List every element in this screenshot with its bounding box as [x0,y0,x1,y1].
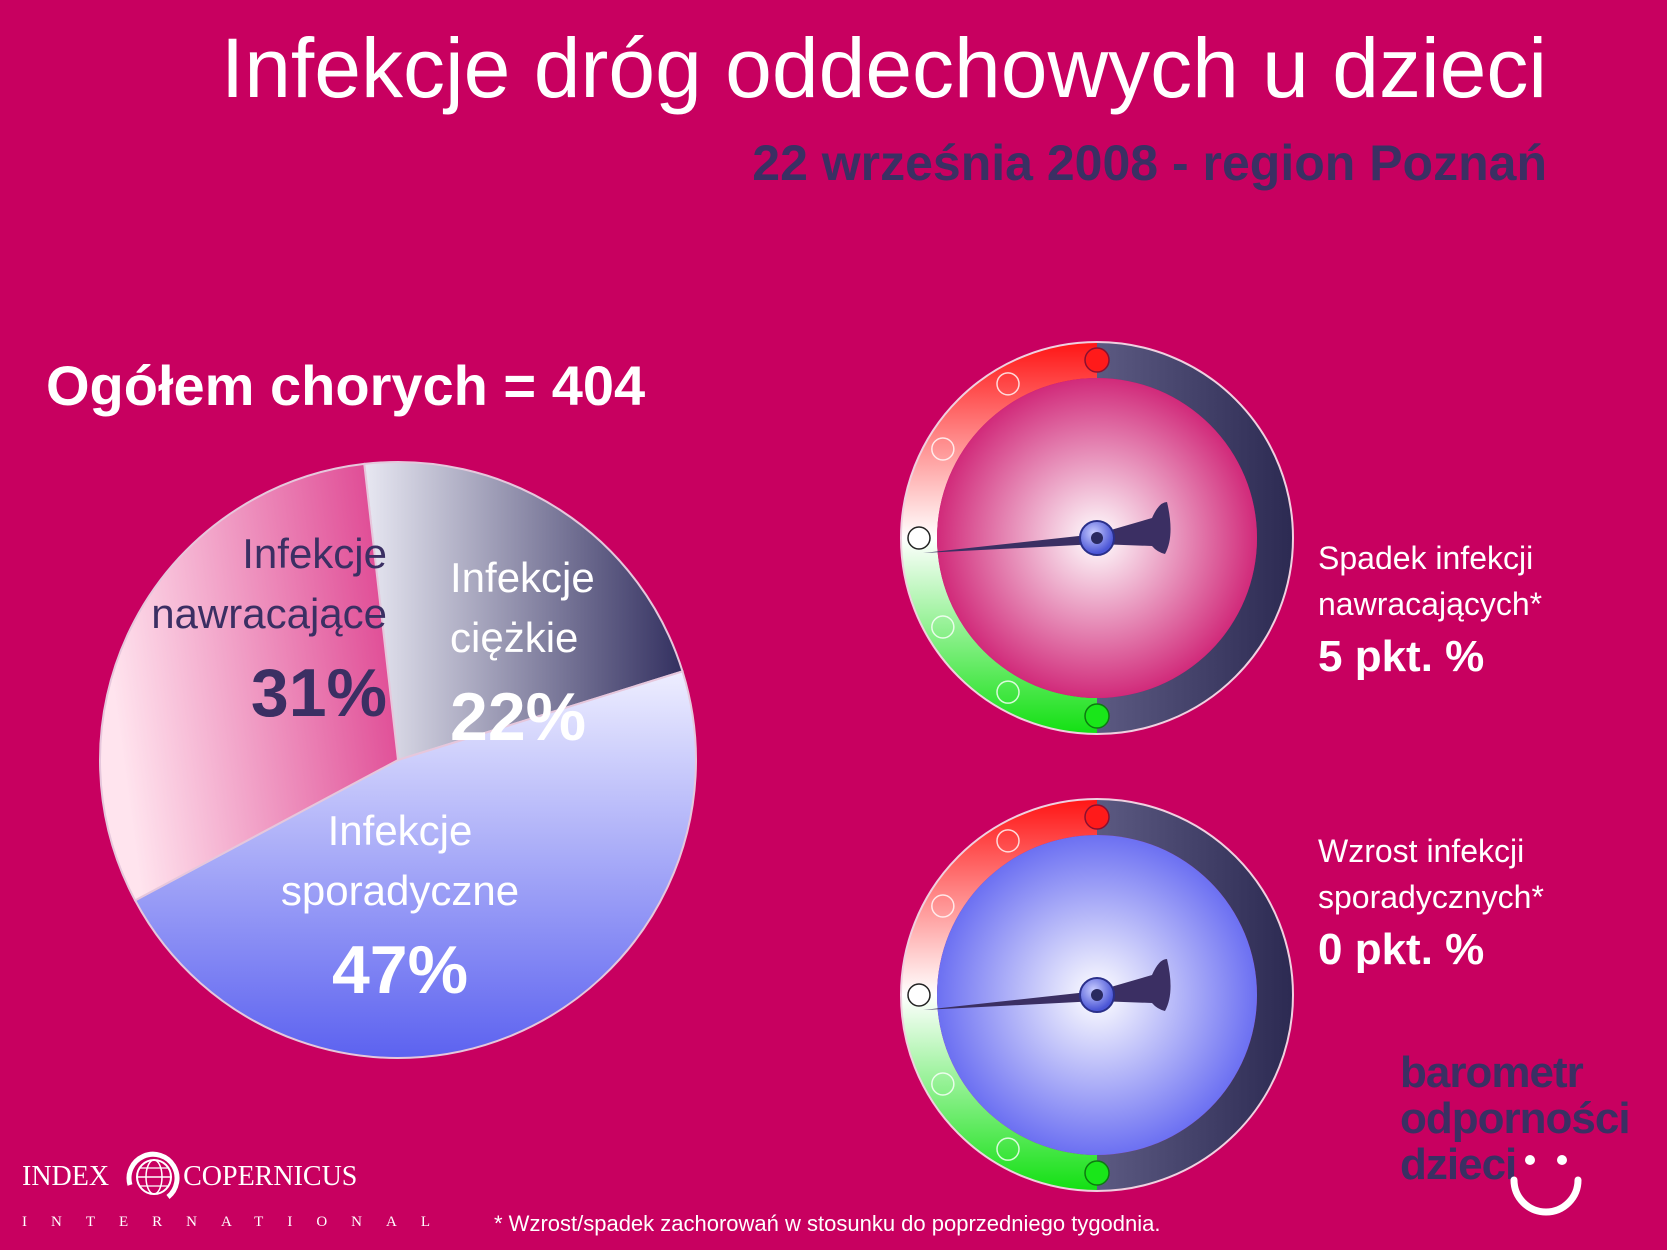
gauge-sporadic-label-line-1: Wzrost infekcji [1318,833,1525,869]
gauges [900,341,1294,1192]
gauge-sporadic-text: Wzrost infekcji sporadycznych* 0 pkt. % [1318,828,1544,980]
logo-right-text: COPERNICUS [183,1161,358,1192]
gauge-sporadic-label-line-2: sporadycznych* [1318,879,1544,915]
gauge-tick-marker [1084,804,1110,830]
globe-icon [126,1151,180,1199]
gauge-tick-marker [996,1137,1020,1161]
pie-slice-severe [363,461,684,762]
gauge-ring-dark [1097,342,1293,734]
pie-value-sporadic: 47% [332,932,468,1008]
page-title: Infekcje dróg oddechowych u dzieci [220,21,1547,115]
page-subtitle: 22 września 2008 - region Poznań [752,135,1547,191]
pie-label-sporadic-line-1: Infekcje [328,807,473,854]
logo-left-text: INDEX [22,1161,110,1192]
pie-label-recurrent-line-1: Infekcje [242,530,387,577]
gauge-sporadic [900,798,1294,1192]
pie-value-severe: 22% [450,679,586,755]
gauge-recurrent-label-line-2: nawracających* [1318,586,1543,622]
gauge-tick-marker [931,437,955,461]
brand-line-2: odporności [1400,1094,1631,1143]
gauge-ring-dark [1097,799,1293,1191]
pie-chart: Infekcje ciężkie 22% Infekcje sporadyczne 47%… [99,461,697,1059]
gauge-tick-marker [1084,1160,1110,1186]
pie-value-recurrent: 31% [251,655,387,731]
gauge-position-marker [907,526,931,550]
gauge-recurrent [900,341,1294,735]
gauge-recurrent-text: Spadek infekcji nawracających* 5 pkt. % [1318,535,1542,687]
barometer-brand: barometr odporności dzieci [1400,1048,1631,1189]
gauge-tick-marker [1084,347,1110,373]
footnote: * Wzrost/spadek zachorowań w stosunku do… [494,1211,1161,1236]
gauge-hub-center [1091,989,1103,1001]
gauge-hub-center [1091,532,1103,544]
gauge-tick-marker [1084,703,1110,729]
gauge-tick-marker [996,829,1020,853]
gauge-tick-marker [931,1072,955,1096]
pie-label-recurrent-line-2: nawracające [151,590,387,637]
smiley-icon [1510,1155,1582,1216]
total-patients-label: Ogółem chorych = 404 [46,354,646,417]
pie-slice-sporadic [133,670,697,1059]
index-copernicus-logo: INDEX COPERNICUS [22,1163,357,1191]
brand-line-1: barometr [1400,1048,1584,1097]
gauge-sporadic-value: 0 pkt. % [1318,925,1485,974]
gauge-recurrent-value: 5 pkt. % [1318,632,1485,681]
brand-line-3: dzieci [1400,1140,1517,1189]
gauge-position-marker [907,983,931,1007]
gauge-tick-marker [931,894,955,918]
gauge-tick-marker [931,615,955,639]
pie-slice-recurrent [99,462,400,902]
gauge-tick-marker [996,372,1020,396]
pie-label-sporadic-line-2: sporadyczne [281,867,519,914]
logo-subtitle: INTERNATIONAL [22,1214,454,1230]
pie-label-severe-line-2: ciężkie [450,614,578,661]
gauge-tick-marker [996,680,1020,704]
gauge-recurrent-label-line-1: Spadek infekcji [1318,540,1534,576]
pie-label-severe-line-1: Infekcje [450,554,595,601]
